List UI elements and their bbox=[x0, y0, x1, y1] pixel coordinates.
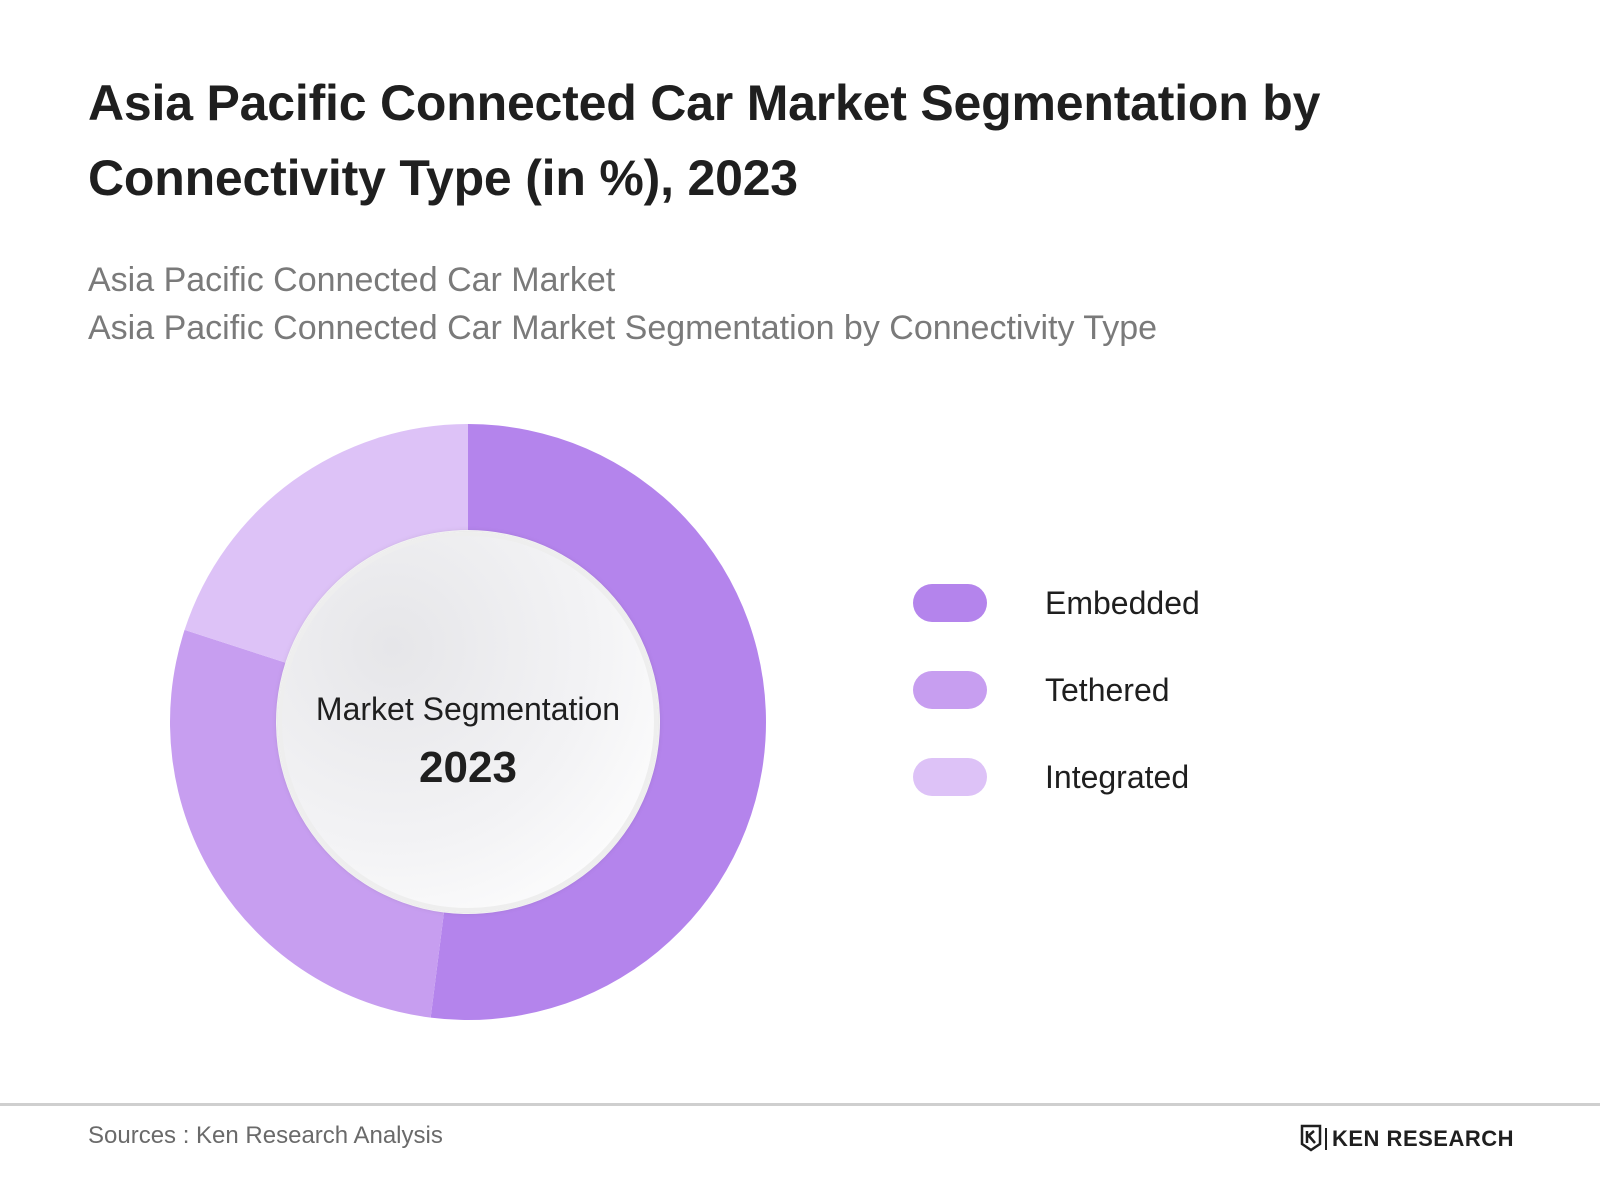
legend-item-integrated: Integrated bbox=[913, 756, 1333, 796]
legend-item-embedded: Embedded bbox=[913, 582, 1333, 622]
source-note: Sources : Ken Research Analysis bbox=[88, 1122, 443, 1149]
brand-separator bbox=[1325, 1128, 1327, 1150]
donut-slices bbox=[169, 424, 766, 1020]
footer-divider bbox=[0, 1103, 1600, 1106]
legend-label-integrated: Integrated bbox=[1045, 759, 1190, 795]
chart-subtitle-segmentation: Asia Pacific Connected Car Market Segmen… bbox=[88, 309, 1158, 347]
donut-center-disc bbox=[278, 532, 658, 912]
brand: KEN RESEARCH bbox=[1300, 1124, 1520, 1154]
donut-center-label: Market Segmentation bbox=[316, 691, 620, 727]
legend-swatch-integrated bbox=[913, 758, 987, 796]
donut-slice-tethered bbox=[169, 629, 444, 1018]
legend-label-embedded: Embedded bbox=[1045, 585, 1200, 621]
chart-title: Asia Pacific Connected Car Market Segmen… bbox=[88, 75, 1321, 206]
donut-slice-embedded bbox=[430, 424, 766, 1020]
legend-swatch-embedded bbox=[913, 584, 987, 622]
donut-center-year: 2023 bbox=[419, 743, 517, 792]
legend-swatch-tethered bbox=[913, 671, 987, 709]
legend-item-tethered: Tethered bbox=[913, 669, 1333, 709]
donut-slice-integrated bbox=[184, 424, 469, 663]
brand-name: KEN RESEARCH bbox=[1332, 1126, 1515, 1151]
ken-research-logo-icon bbox=[1300, 1124, 1322, 1152]
chart-subtitle-market: Asia Pacific Connected Car Market bbox=[88, 261, 616, 299]
legend-label-tethered: Tethered bbox=[1045, 672, 1170, 708]
